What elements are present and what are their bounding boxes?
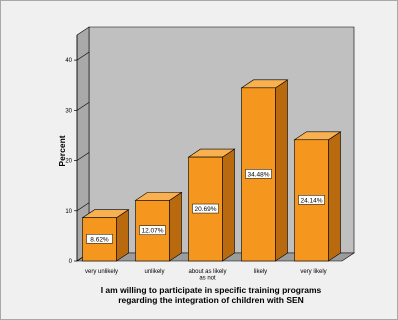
bar-side [328, 131, 341, 262]
y-axis-label: Percent [57, 135, 67, 166]
y-tick-label: 20 [65, 159, 72, 165]
bar-4: 34.48% [240, 79, 289, 262]
y-tick-label: 10 [65, 209, 72, 215]
y-tick-depth [76, 202, 90, 212]
y-tick-depth [76, 102, 90, 111]
data-label: 8.62% [90, 236, 109, 243]
data-label-box [192, 203, 219, 214]
data-label-box [139, 225, 166, 235]
data-label-box [86, 234, 113, 244]
bar-side [116, 209, 129, 262]
bar-side [222, 148, 235, 262]
data-label-box [298, 195, 325, 205]
category-label: very likely [300, 269, 326, 275]
category-label: unlikely [144, 269, 164, 275]
data-label-box [245, 169, 272, 179]
data-label: 24.14% [300, 197, 322, 204]
bar-side [169, 191, 182, 262]
category-label: very unlikely [85, 269, 118, 275]
category-label: about as likely [188, 269, 226, 275]
y-axis: 0 10 20 30 40 [65, 35, 90, 265]
y-tick-label: 40 [65, 58, 72, 64]
y-tick-depth [76, 152, 90, 161]
bars: 8.62% 12.07% 20.69% 34.48% 24.14% [81, 79, 342, 262]
data-label: 12.07% [141, 228, 163, 235]
data-label: 34.48% [247, 171, 269, 178]
y-tick-label: 30 [65, 108, 72, 114]
bar-side [275, 79, 288, 262]
category-label: likely [254, 269, 267, 275]
bar-2: 12.07% [134, 191, 183, 262]
y-tick-label: 0 [69, 259, 73, 265]
x-axis-label-line: I am willing to participate in specific … [101, 285, 322, 295]
data-label: 20.69% [194, 206, 216, 213]
category-label: as not [199, 276, 216, 282]
x-axis-label-line: regarding the integration of children wi… [118, 295, 304, 305]
y-tick-depth [76, 51, 90, 61]
x-axis-label: I am willing to participate in specific … [101, 285, 322, 305]
bar-1: 8.62% [81, 209, 130, 262]
bar-5: 24.14% [293, 131, 342, 262]
bar-3: 20.69% [187, 148, 236, 262]
